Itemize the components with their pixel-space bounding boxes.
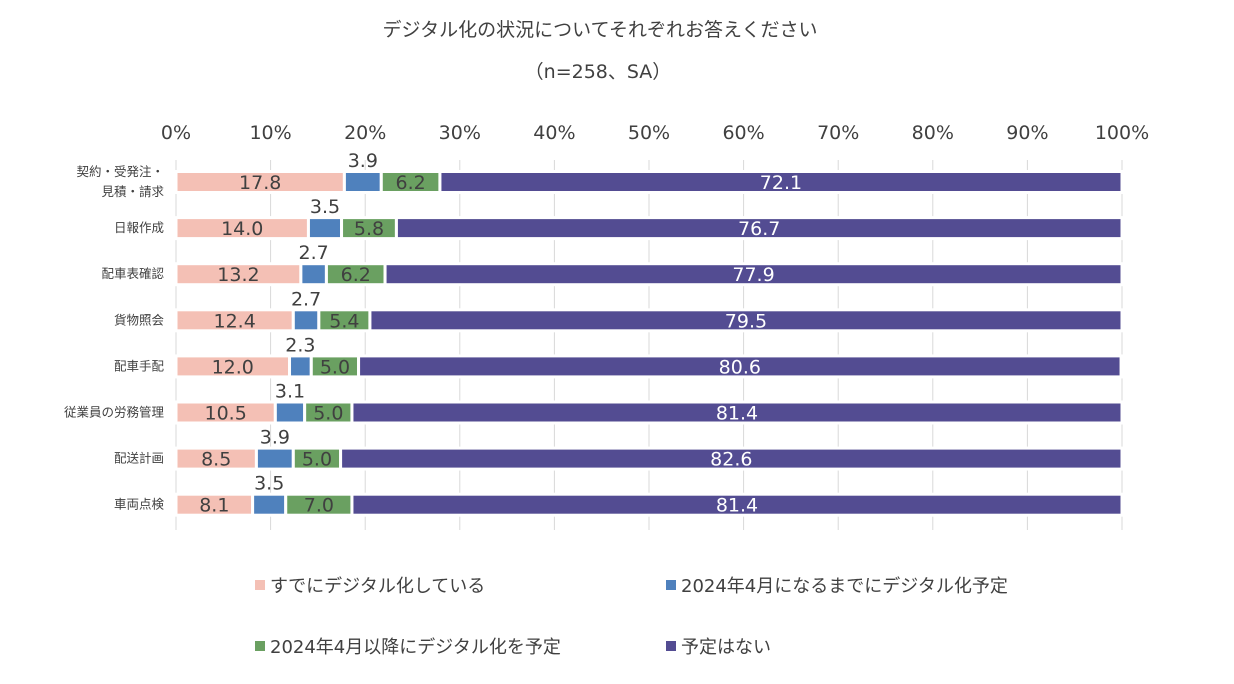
bar-segment xyxy=(291,308,321,333)
category-label: 配車表確認 xyxy=(101,266,164,281)
chart-subtitle: （n=258、SA） xyxy=(525,61,672,83)
data-label: 5.0 xyxy=(320,356,350,378)
category-labels: 契約・受発注・見積・請求日報作成配車表確認貨物照会配車手配従業員の労務管理配送計… xyxy=(64,164,165,512)
bar-segment xyxy=(339,446,1124,471)
bar-segment xyxy=(350,492,1124,517)
bar-segment xyxy=(383,262,1124,287)
category-label: 配車手配 xyxy=(114,358,165,373)
category-label: 車両点検 xyxy=(114,497,165,512)
data-label: 2.3 xyxy=(285,334,315,356)
data-label: 5.0 xyxy=(313,403,343,425)
data-label: 3.1 xyxy=(275,381,305,403)
x-tick-label: 30% xyxy=(439,122,481,144)
bar-segment xyxy=(350,400,1124,425)
data-label: 17.8 xyxy=(239,172,281,194)
chart-title: デジタル化の状況についてそれぞれお答えください xyxy=(383,19,818,41)
bar-segment xyxy=(306,216,344,241)
data-label: 3.9 xyxy=(348,150,378,172)
data-label: 14.0 xyxy=(221,218,263,240)
x-tick-label: 50% xyxy=(628,122,670,144)
bar-segment xyxy=(357,354,1123,379)
category-label: 配送計画 xyxy=(114,451,164,466)
data-label: 12.0 xyxy=(212,356,254,378)
data-label: 6.2 xyxy=(341,264,371,286)
legend-swatch xyxy=(666,641,676,651)
data-label: 72.1 xyxy=(760,172,802,194)
bar-segment xyxy=(342,170,383,194)
data-label: 8.5 xyxy=(201,449,231,471)
data-label: 6.2 xyxy=(395,172,425,194)
legend-swatch xyxy=(255,641,265,651)
bar-segment xyxy=(288,354,313,379)
x-axis-tick-labels: 0% 10% 20% 30% 40% 50% 60% 70% 80% 90% 100% xyxy=(161,122,1149,144)
data-label: 5.8 xyxy=(354,218,384,240)
category-label: 契約・受発注・見積・請求 xyxy=(76,164,164,199)
data-label: 13.2 xyxy=(217,264,259,286)
legend-label: 予定はない xyxy=(681,637,771,658)
data-label: 80.6 xyxy=(719,356,761,378)
chart-title-group: デジタル化の状況についてそれぞれお答えください （n=258、SA） xyxy=(383,19,818,83)
bar-segment xyxy=(394,216,1124,241)
legend: すでにデジタル化している 2024年4月になるまでにデジタル化予定 2024年4月以… xyxy=(255,576,1008,658)
x-tick-label: 20% xyxy=(344,122,386,144)
data-label: 82.6 xyxy=(710,449,752,471)
legend-swatch xyxy=(255,580,265,590)
bar-segment xyxy=(299,262,328,287)
bar-segment xyxy=(438,170,1124,194)
data-label: 2.7 xyxy=(291,288,321,310)
x-tick-label: 70% xyxy=(817,122,859,144)
legend-swatch xyxy=(666,580,676,590)
data-label: 12.4 xyxy=(213,310,255,332)
data-label: 3.9 xyxy=(260,427,290,449)
data-label: 2.7 xyxy=(299,242,329,264)
x-tick-label: 40% xyxy=(533,122,575,144)
legend-label: 2024年4月になるまでにデジタル化予定 xyxy=(681,576,1008,597)
data-label: 79.5 xyxy=(725,310,767,332)
x-tick-label: 90% xyxy=(1006,122,1048,144)
category-label: 日報作成 xyxy=(114,220,164,235)
x-tick-label: 10% xyxy=(249,122,291,144)
data-labels: 17.8 3.9 6.2 72.1 14.0 3.5 5.8 76.7 13.2 2.7 6.2 77… xyxy=(199,150,802,517)
category-label: 貨物照会 xyxy=(114,312,165,327)
bars xyxy=(174,170,1124,517)
data-label: 10.5 xyxy=(205,403,247,425)
data-label: 76.7 xyxy=(738,218,780,240)
bar-segment xyxy=(368,308,1124,333)
data-label: 81.4 xyxy=(716,403,758,425)
bar-segment xyxy=(273,400,307,425)
x-tick-label: 60% xyxy=(722,122,764,144)
bar-segment xyxy=(251,492,288,517)
category-label: 従業員の労務管理 xyxy=(64,405,165,420)
data-label: 7.0 xyxy=(304,495,334,517)
data-label: 3.5 xyxy=(310,196,340,218)
data-label: 8.1 xyxy=(199,495,229,517)
data-label: 77.9 xyxy=(732,264,774,286)
data-label: 5.4 xyxy=(329,310,359,332)
legend-label: すでにデジタル化している xyxy=(270,576,485,597)
x-tick-label: 100% xyxy=(1095,122,1149,144)
legend-label: 2024年4月以降にデジタル化を予定 xyxy=(270,637,561,658)
data-label: 5.0 xyxy=(302,449,332,471)
bar-segment xyxy=(254,446,295,471)
data-label: 81.4 xyxy=(716,495,758,517)
data-label: 3.5 xyxy=(254,473,284,495)
x-tick-label: 80% xyxy=(912,122,954,144)
x-tick-label: 0% xyxy=(161,122,191,144)
